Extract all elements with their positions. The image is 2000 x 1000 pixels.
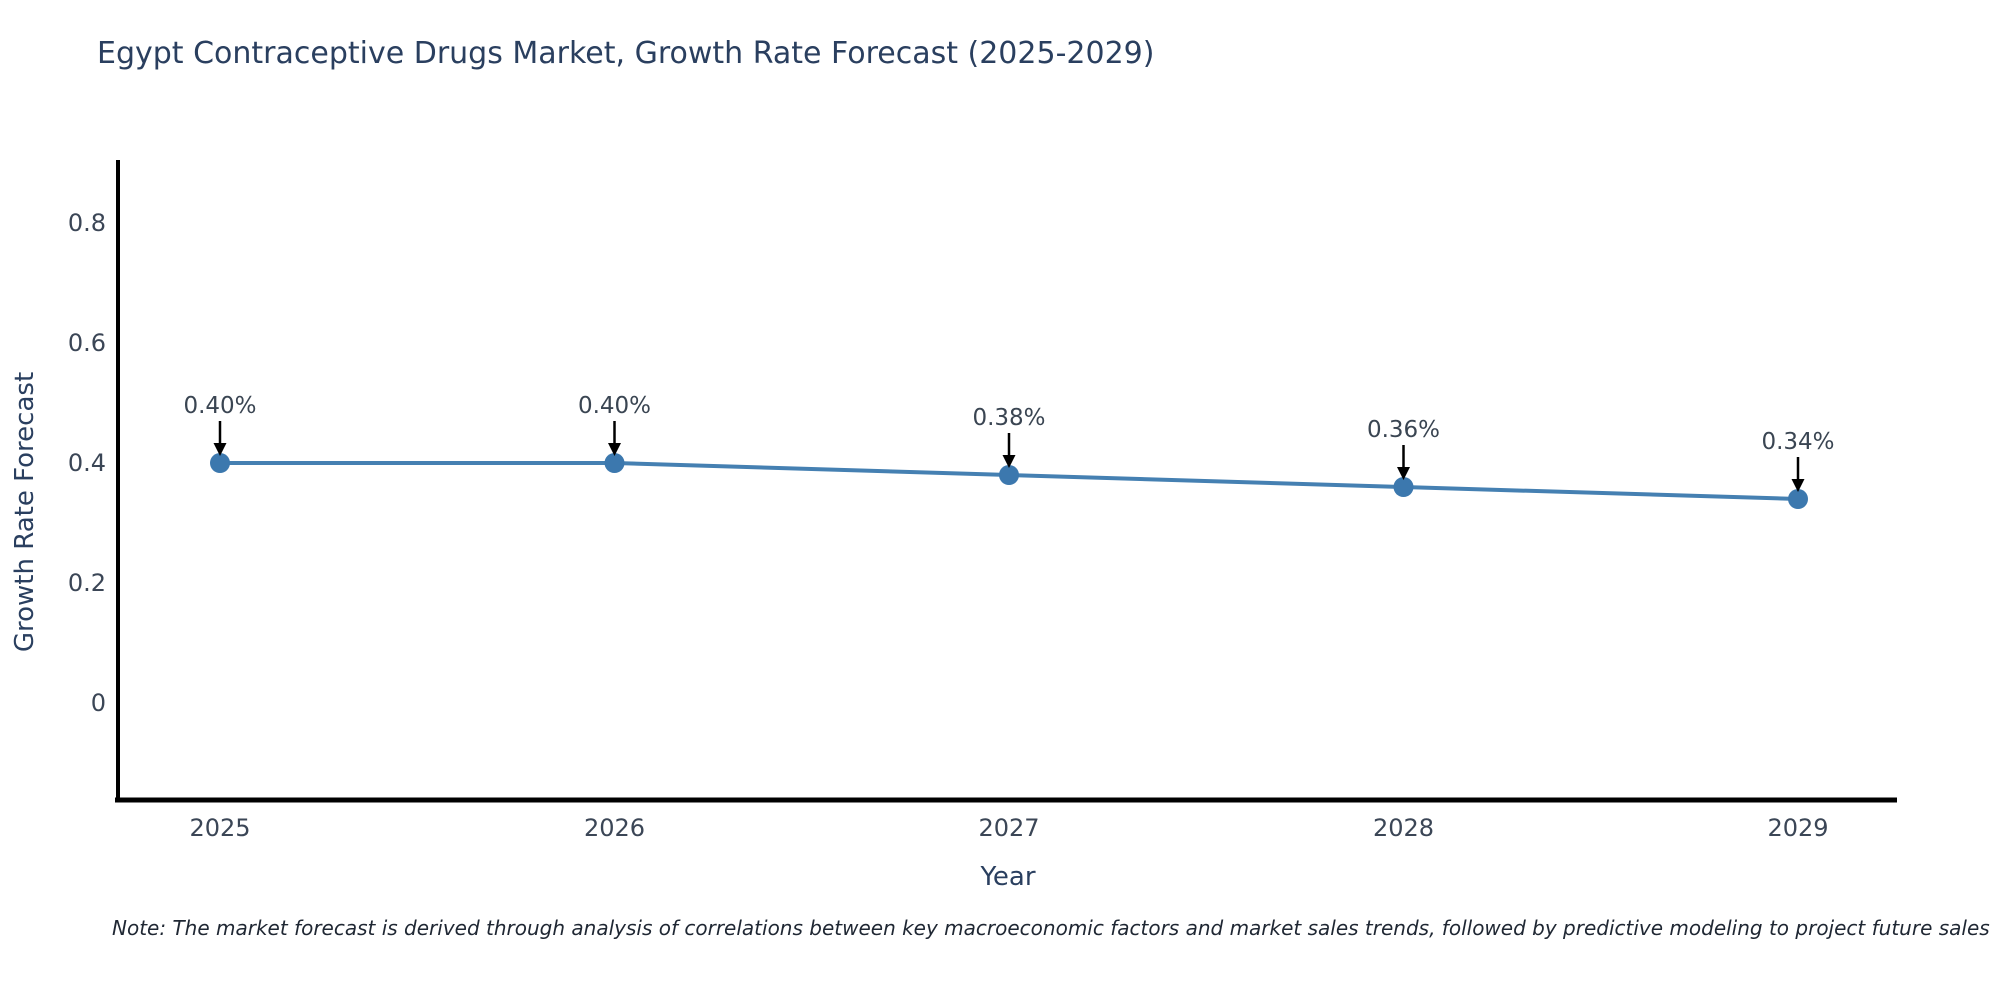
y-tick-label: 0.6 [68, 329, 106, 357]
y-tick-label: 0 [91, 689, 106, 717]
annotation-arrowhead [1791, 479, 1805, 492]
x-tick-label: 2026 [584, 814, 645, 842]
annotation-arrowhead [213, 443, 227, 456]
y-tick-label: 0.4 [68, 449, 106, 477]
x-tick-label: 2027 [978, 814, 1039, 842]
footnote: Note: The market forecast is derived thr… [112, 916, 1990, 940]
data-point-label: 0.40% [183, 393, 256, 419]
x-tick-label: 2025 [189, 814, 250, 842]
annotation-arrowhead [1002, 455, 1016, 468]
annotation-arrowhead [1397, 467, 1410, 480]
data-point-marker [1788, 489, 1808, 509]
x-axis-title: Year [980, 862, 1036, 892]
data-point-label: 0.38% [972, 405, 1045, 431]
x-tick-label: 2029 [1767, 814, 1828, 842]
data-point-marker [1393, 477, 1414, 497]
data-point-label: 0.36% [1367, 417, 1440, 443]
y-tick-label: 0.8 [68, 209, 106, 237]
y-tick-label: 0.2 [68, 569, 106, 597]
data-point-marker [999, 465, 1019, 485]
data-point-label: 0.34% [1761, 429, 1834, 455]
data-point-marker [210, 453, 230, 473]
annotation-arrowhead [608, 443, 621, 456]
data-point-marker [604, 453, 625, 473]
x-tick-label: 2028 [1373, 814, 1434, 842]
data-point-label: 0.40% [578, 393, 651, 419]
chart-title: Egypt Contraceptive Drugs Market, Growth… [97, 36, 1155, 71]
